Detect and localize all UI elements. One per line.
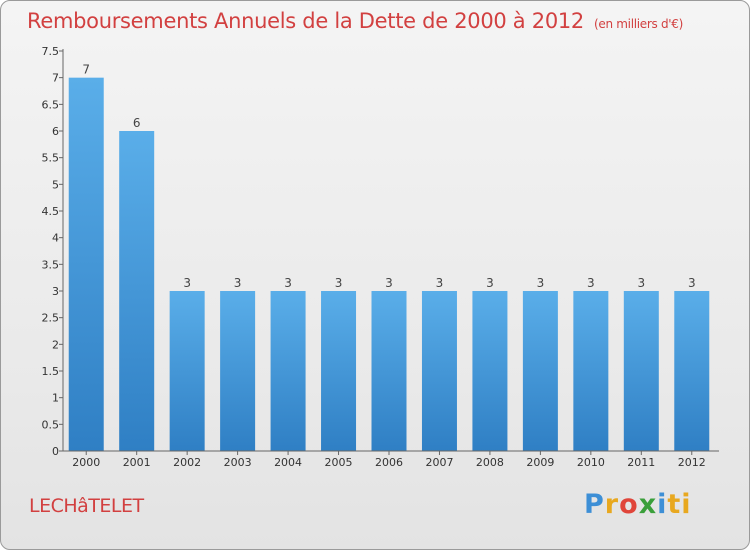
bar-2012 bbox=[674, 291, 710, 451]
bar-2001 bbox=[119, 131, 155, 451]
y-tick-label: 7 bbox=[52, 72, 59, 85]
bar-value-label: 3 bbox=[335, 276, 343, 290]
y-tick-label: 2 bbox=[52, 338, 59, 351]
bar-value-label: 3 bbox=[436, 276, 444, 290]
x-tick-label: 2006 bbox=[375, 456, 403, 469]
chart-title: Remboursements Annuels de la Dette de 20… bbox=[27, 9, 683, 33]
bar-value-label: 7 bbox=[82, 63, 90, 77]
bar-value-label: 6 bbox=[133, 116, 141, 130]
bar-value-label: 3 bbox=[385, 276, 393, 290]
y-tick-label: 5.5 bbox=[42, 152, 60, 165]
logo-letter-x: x bbox=[638, 489, 658, 520]
y-tick-label: 5 bbox=[52, 178, 59, 191]
bar-2000 bbox=[68, 77, 104, 452]
x-tick-label: 2001 bbox=[123, 456, 151, 469]
x-tick-label: 2011 bbox=[627, 456, 655, 469]
bar-2008 bbox=[472, 291, 508, 451]
bar-value-label: 3 bbox=[688, 276, 696, 290]
x-tick-label: 2009 bbox=[526, 456, 554, 469]
bar-value-label: 3 bbox=[486, 276, 494, 290]
x-tick-label: 2007 bbox=[425, 456, 453, 469]
y-tick-label: 4 bbox=[52, 232, 59, 245]
logo-letters-ti: ti bbox=[667, 489, 692, 520]
y-tick-label: 3 bbox=[52, 285, 59, 298]
bars-layer: 7 6 3 3 3 3 3 3 3 3 3 3 3 bbox=[68, 63, 710, 452]
bar-2004 bbox=[270, 291, 306, 451]
y-tick-label: 0 bbox=[52, 445, 59, 458]
bar-value-label: 3 bbox=[234, 276, 242, 290]
axis-layer: 2000 2001 2002 2003 2004 2005 2006 2007 2008 2009… bbox=[42, 45, 719, 469]
bar-2002 bbox=[169, 291, 205, 451]
x-tick-label: 2012 bbox=[678, 456, 706, 469]
bar-2011 bbox=[623, 291, 659, 451]
y-tick-label: 6.5 bbox=[42, 98, 60, 111]
logo-letter-r: r bbox=[604, 489, 620, 520]
x-tick-label: 2002 bbox=[173, 456, 201, 469]
bar-2006 bbox=[371, 291, 407, 451]
x-tick-label: 2003 bbox=[224, 456, 252, 469]
x-tick-label: 2005 bbox=[325, 456, 353, 469]
x-tick-label: 2008 bbox=[476, 456, 504, 469]
bar-2003 bbox=[220, 291, 256, 451]
y-tick-label: 0.5 bbox=[42, 418, 60, 431]
bar-2010 bbox=[573, 291, 609, 451]
logo-letter-p: P bbox=[584, 489, 605, 520]
y-tick-label: 1.5 bbox=[42, 365, 60, 378]
logo-letter-i: i bbox=[657, 489, 668, 520]
x-tick-label: 2000 bbox=[72, 456, 100, 469]
y-tick-label: 1 bbox=[52, 392, 59, 405]
bar-value-label: 3 bbox=[183, 276, 191, 290]
bar-value-label: 3 bbox=[284, 276, 292, 290]
logo-letter-o: o bbox=[619, 489, 639, 520]
y-tick-label: 7.5 bbox=[42, 45, 60, 58]
bar-value-label: 3 bbox=[637, 276, 645, 290]
y-tick-label: 4.5 bbox=[42, 205, 60, 218]
bar-value-label: 3 bbox=[587, 276, 595, 290]
bar-2007 bbox=[421, 291, 457, 451]
x-tick-label: 2004 bbox=[274, 456, 302, 469]
bar-value-label: 3 bbox=[537, 276, 545, 290]
proxiti-logo[interactable]: Proxiti bbox=[584, 489, 692, 520]
y-tick-label: 2.5 bbox=[42, 312, 60, 325]
y-tick-label: 3.5 bbox=[42, 258, 60, 271]
chart-subtitle: (en milliers d'€) bbox=[594, 17, 684, 31]
bar-2009 bbox=[522, 291, 558, 451]
y-tick-label: 6 bbox=[52, 125, 59, 138]
bar-2005 bbox=[321, 291, 357, 451]
town-name: LECHâTELET bbox=[29, 495, 144, 517]
x-tick-label: 2010 bbox=[577, 456, 605, 469]
chart-title-text: Remboursements Annuels de la Dette de 20… bbox=[27, 9, 584, 33]
